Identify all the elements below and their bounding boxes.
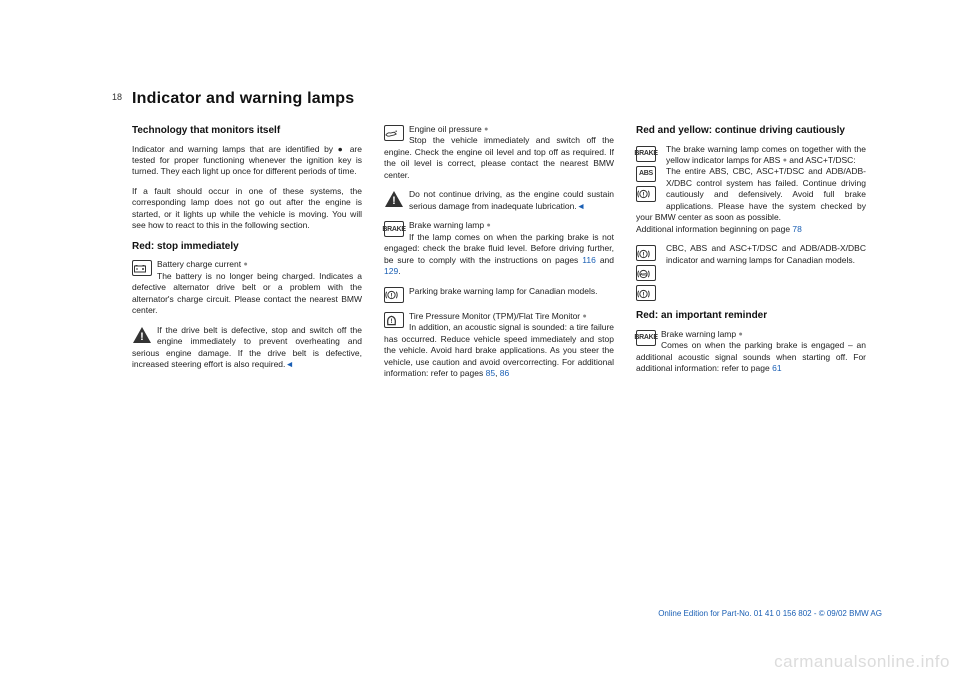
abs-icon: ABS xyxy=(636,166,656,182)
manual-page: 18 Indicator and warning lamps Technolog… xyxy=(0,0,960,678)
dot-marker: ● xyxy=(583,313,587,320)
col1-heading-1: Technology that monitors itself xyxy=(132,124,362,138)
tire-text-1: Tire Pressure Monitor (TPM)/Flat Tire Mo… xyxy=(409,311,583,321)
svg-text:!: ! xyxy=(392,195,396,207)
dsc-icon: ! xyxy=(636,186,656,202)
parking-brake-icon: ! xyxy=(384,287,404,303)
brake-icon: BRAKE xyxy=(636,146,656,162)
stacked-icons-1: BRAKE ABS ! xyxy=(636,145,661,202)
page-link-78[interactable]: 78 xyxy=(792,224,801,234)
col1-para-2: If a fault should occur in one of these … xyxy=(132,186,362,232)
footer-text: Online Edition for Part-No. 01 41 0 156 … xyxy=(658,609,882,618)
oil-text-1: Engine oil pressure xyxy=(409,124,484,134)
oil-icon xyxy=(384,125,404,141)
parking-brake-icon: ! xyxy=(636,245,656,261)
col1-heading-2: Red: stop immediately xyxy=(132,240,362,254)
caution-text-1: If the drive belt is defective, stop and… xyxy=(132,325,362,369)
brake-abs-text-3: The entire ABS, CBC, ASC+T/DSC and ADB/A… xyxy=(636,166,866,222)
battery-text-2: The battery is no longer being charged. … xyxy=(132,271,362,315)
caution-icon: ! xyxy=(132,326,152,344)
col3-heading-2: Red: an important reminder xyxy=(636,309,866,323)
oil-text-2: Stop the vehicle immediately and switch … xyxy=(384,135,614,179)
parking-brake-block: ! Parking brake warning lamp for Canadia… xyxy=(384,286,614,303)
watermark: carmanualsonline.info xyxy=(774,652,950,672)
svg-text:!: ! xyxy=(643,251,645,258)
abs-circle-icon: ABS xyxy=(636,265,656,281)
page-number: 18 xyxy=(112,92,122,102)
col3-heading-1: Red and yellow: continue driving cautiou… xyxy=(636,124,866,138)
svg-text:ABS: ABS xyxy=(640,272,648,276)
parking-brake-text: Parking brake warning lamp for Canadian … xyxy=(409,286,598,296)
reminder-block: BRAKE Brake warning lamp ● Comes on when… xyxy=(636,329,866,375)
caution-block-2: ! Do not continue driving, as the engine… xyxy=(384,189,614,212)
caution-block-1: ! If the drive belt is defective, stop a… xyxy=(132,325,362,371)
brake-abs-text-4: Additional information beginning on page xyxy=(636,224,792,234)
canadian-block: ! ABS ! CBC, ABS and ASC+T/DSC and ADB/A… xyxy=(636,243,866,301)
page-title: Indicator and warning lamps xyxy=(132,90,882,108)
page-link-61[interactable]: 61 xyxy=(772,363,781,373)
and-text: and xyxy=(596,255,614,265)
dsc-icon: ! xyxy=(636,285,656,301)
reminder-text-1: Brake warning lamp xyxy=(661,329,738,339)
content-columns: Technology that monitors itself Indicato… xyxy=(132,124,882,387)
battery-icon xyxy=(132,260,152,276)
page-link-116[interactable]: 116 xyxy=(582,255,596,265)
caution-icon: ! xyxy=(384,190,404,208)
caution-end-marker: ◄ xyxy=(577,201,585,211)
dot-marker: ● xyxy=(484,126,488,133)
brake-abs-text-2: and ASC+T/DSC: xyxy=(787,155,856,165)
brake-abs-block: BRAKE ABS ! The brake warning lamp comes… xyxy=(636,144,866,236)
brake-icon: BRAKE xyxy=(384,221,404,237)
column-3: Red and yellow: continue driving cautiou… xyxy=(636,124,866,387)
svg-text:!: ! xyxy=(643,191,645,198)
reminder-text-2: Comes on when the parking brake is engag… xyxy=(636,340,866,373)
svg-text:!: ! xyxy=(140,331,144,343)
battery-text-1: Battery charge current xyxy=(157,259,243,269)
brake-block: BRAKE Brake warning lamp ● If the lamp c… xyxy=(384,220,614,277)
svg-text:!: ! xyxy=(391,318,393,325)
svg-text:!: ! xyxy=(643,291,645,298)
dot-marker: ● xyxy=(486,222,490,229)
tire-block: ! Tire Pressure Monitor (TPM)/Flat Tire … xyxy=(384,311,614,380)
battery-block: Battery charge current ● The battery is … xyxy=(132,259,362,316)
brake-icon: BRAKE xyxy=(636,330,656,346)
svg-text:!: ! xyxy=(391,293,393,300)
column-1: Technology that monitors itself Indicato… xyxy=(132,124,362,387)
column-2: Engine oil pressure ● Stop the vehicle i… xyxy=(384,124,614,387)
oil-block: Engine oil pressure ● Stop the vehicle i… xyxy=(384,124,614,181)
dot-marker: ● xyxy=(243,261,247,268)
period: . xyxy=(398,266,400,276)
page-link-86[interactable]: 86 xyxy=(500,368,509,378)
dot-marker: ● xyxy=(738,331,742,338)
col1-para-1: Indicator and warning lamps that are ide… xyxy=(132,144,362,178)
page-link-129[interactable]: 129 xyxy=(384,266,398,276)
page-link-85[interactable]: 85 xyxy=(486,368,495,378)
caution-end-marker: ◄ xyxy=(285,359,293,369)
canadian-text: CBC, ABS and ASC+T/DSC and ADB/ADB-X/DBC… xyxy=(666,243,866,264)
brake-text-1: Brake warning lamp xyxy=(409,220,486,230)
stacked-icons-2: ! ABS ! xyxy=(636,244,661,301)
brake-text-2: If the lamp comes on when the parking br… xyxy=(384,232,614,265)
tire-icon: ! xyxy=(384,312,404,328)
